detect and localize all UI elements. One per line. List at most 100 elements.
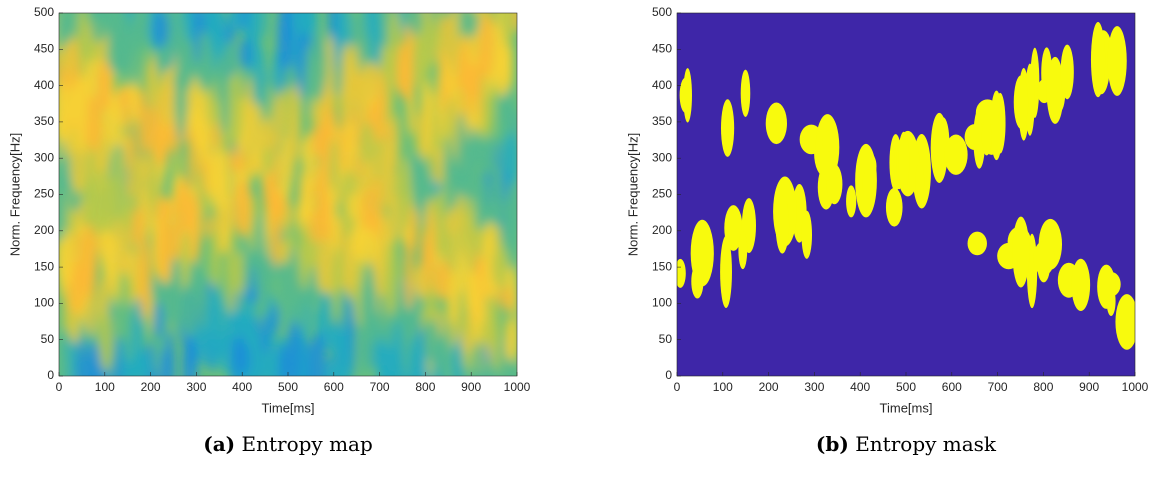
mask-blob [1071,258,1091,312]
texture-blob [261,13,268,41]
texture-blob [113,149,125,224]
texture-blob [329,365,341,376]
texture-blob [220,65,230,137]
y-tick-label: 0 [47,368,54,382]
x-tick-label: 600 [324,380,344,394]
texture-blob [349,13,360,45]
mask-blob [724,205,743,251]
y-tick-label: 200 [34,223,54,237]
texture-blob [111,238,122,305]
texture-blob [347,192,361,220]
texture-blob [329,184,338,255]
texture-blob [76,13,89,82]
texture-blob [59,198,67,242]
texture-blob [254,213,264,297]
texture-blob [292,13,299,74]
mask-blob [765,102,787,145]
texture-blob [153,129,169,166]
texture-blob [308,209,326,245]
y-tick-label: 250 [34,187,54,201]
texture-blob [215,13,227,59]
texture-blob [472,335,481,376]
caption: (b) Entropy mask [816,432,997,456]
mask-blob [967,231,987,256]
texture-blob [174,56,187,141]
mask-blob [1012,216,1030,288]
texture-blob [283,65,297,91]
caption-label: (a) [203,432,235,456]
x-tick-label: 400 [232,380,252,394]
mask-blob [1060,44,1074,100]
texture-blob [315,237,331,294]
texture-blob [80,223,98,299]
texture-blob [360,189,376,232]
x-tick-label: 1000 [504,380,531,394]
x-axis-label: Time[ms] [262,400,315,415]
texture-blob [189,211,200,264]
mask-blob [1115,294,1135,350]
texture-blob [243,236,253,293]
texture-blob [90,13,108,43]
texture-blob [440,54,448,113]
y-axis-label: Norm. Frequency[Hz] [7,133,22,257]
texture-blob [153,302,164,339]
x-tick-label: 900 [461,380,481,394]
texture-blob [473,171,488,230]
texture-blob [263,86,271,112]
texture-blob [481,78,488,141]
texture-blob [325,34,335,108]
mask-blob [944,134,968,175]
texture-blob [491,246,509,285]
texture-blob [372,176,382,240]
texture-blob [484,134,497,175]
texture-blob [132,296,144,376]
mask-blob [981,118,992,156]
texture-blob [153,71,161,97]
texture-blob [425,78,433,157]
texture-blob [344,237,353,292]
x-tick-label: 300 [804,380,824,394]
mask-blob [898,131,910,192]
texture-blob [400,303,415,339]
caption-label: (b) [816,432,849,456]
y-tick-label: 300 [34,150,54,164]
texture-blob [277,13,294,78]
heatmap-image [59,13,517,376]
texture-blob [501,13,515,50]
texture-blob [107,176,115,235]
texture-blob [106,35,123,73]
x-tick-label: 800 [1033,380,1053,394]
y-tick-label: 400 [652,78,672,92]
mask-blob [1013,75,1029,129]
texture-blob [155,48,168,75]
texture-blob [59,345,70,376]
texture-blob [123,300,135,363]
texture-blob [59,15,73,44]
mask-blob [801,210,813,259]
texture-blob [436,13,444,54]
texture-blob [461,13,479,38]
texture-blob [138,90,147,163]
texture-blob [443,136,453,215]
texture-blob [171,154,183,179]
texture-blob [204,214,212,239]
mask-blob [1097,264,1116,309]
y-tick-label: 350 [652,114,672,128]
mask-blob [720,99,735,157]
texture-blob [270,303,279,335]
mask-blob [975,99,1000,126]
texture-blob [130,87,138,121]
texture-blob [503,132,517,186]
texture-blob [268,174,276,233]
mask-blob [915,162,925,201]
y-tick-label: 350 [34,114,54,128]
texture-blob [157,78,175,126]
mask-blob [677,258,686,288]
x-tick-label: 300 [186,380,206,394]
texture-blob [315,165,323,218]
texture-blob [484,312,491,345]
texture-blob [139,236,152,320]
caption-text: Entropy mask [855,432,997,456]
mask-blob [740,69,751,117]
texture-blob [156,213,173,285]
